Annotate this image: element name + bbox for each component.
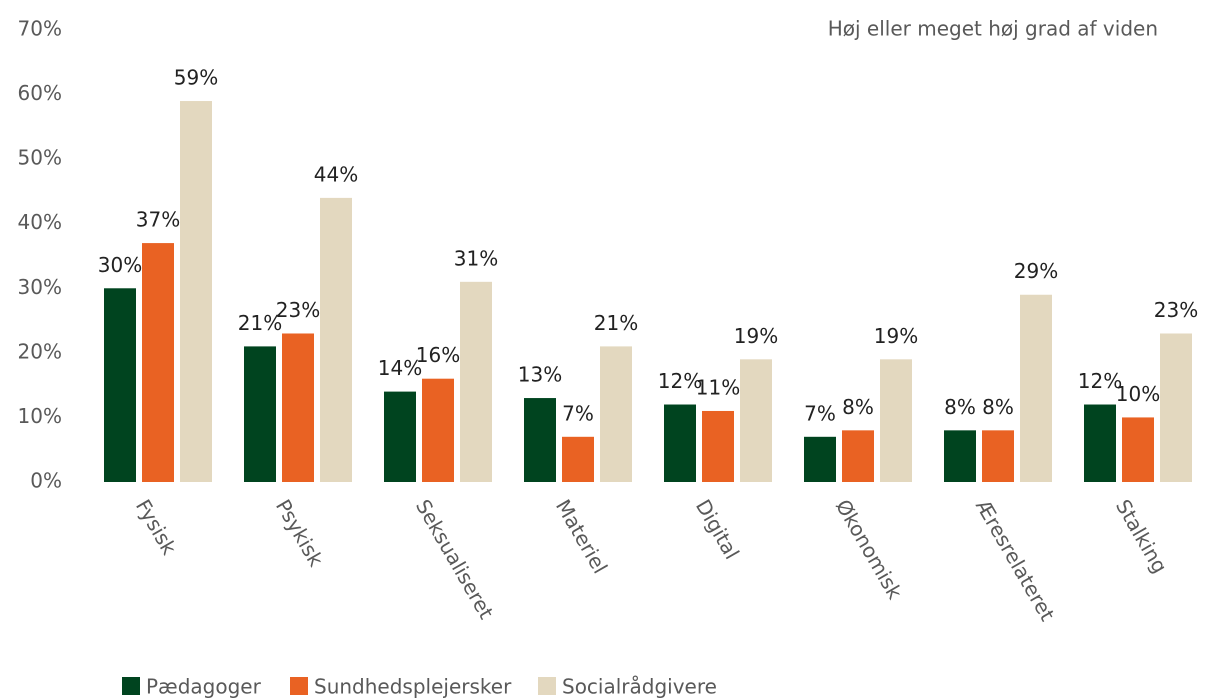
- value-label: 10%: [1116, 382, 1160, 406]
- bar: [524, 398, 556, 482]
- value-label: 12%: [1078, 369, 1122, 393]
- bar: [880, 359, 912, 482]
- bar: [384, 391, 416, 482]
- x-tick-label: Digital: [691, 495, 744, 563]
- value-label: 7%: [804, 401, 836, 425]
- bar: [142, 243, 174, 482]
- bar: [104, 288, 136, 482]
- y-tick-label: 30%: [18, 275, 62, 299]
- value-label: 59%: [174, 66, 218, 90]
- value-label: 12%: [658, 369, 702, 393]
- bar: [1020, 294, 1052, 482]
- bar: [664, 404, 696, 482]
- bar: [944, 430, 976, 482]
- bar: [422, 378, 454, 482]
- x-tick-label: Fysisk: [131, 495, 182, 559]
- value-label: 19%: [874, 324, 918, 348]
- value-label: 31%: [454, 246, 498, 270]
- y-tick-label: 20%: [18, 339, 62, 363]
- bar: [982, 430, 1014, 482]
- bar: [180, 101, 212, 483]
- value-label: 44%: [314, 162, 358, 186]
- chart-title: Høj eller meget høj grad af viden: [828, 17, 1158, 41]
- bar: [1084, 404, 1116, 482]
- legend-label: Sundhedsplejersker: [314, 675, 512, 698]
- value-label: 23%: [1154, 298, 1198, 322]
- y-tick-label: 0%: [30, 469, 62, 493]
- value-label: 23%: [276, 298, 320, 322]
- bar: [1160, 333, 1192, 482]
- x-tick-label: Stalking: [1111, 495, 1172, 577]
- y-tick-label: 10%: [18, 404, 62, 428]
- y-tick-label: 40%: [18, 210, 62, 234]
- value-label: 13%: [518, 363, 562, 387]
- x-tick-label: Økonomisk: [831, 495, 907, 603]
- value-label: 8%: [842, 395, 874, 419]
- bar: [702, 410, 734, 482]
- y-tick-label: 70%: [18, 17, 62, 41]
- value-label: 8%: [982, 395, 1014, 419]
- value-label: 19%: [734, 324, 778, 348]
- bar: [562, 436, 594, 482]
- bar: [244, 346, 276, 482]
- value-label: 14%: [378, 356, 422, 380]
- value-label: 7%: [562, 401, 594, 425]
- value-label: 29%: [1014, 259, 1058, 283]
- value-label: 37%: [136, 208, 180, 232]
- y-tick-label: 50%: [18, 146, 62, 170]
- legend-label: Pædagoger: [146, 675, 262, 698]
- bar: [320, 197, 352, 482]
- x-tick-label: Psykisk: [271, 495, 329, 571]
- legend-swatch: [538, 677, 556, 695]
- value-label: 11%: [696, 375, 740, 399]
- x-tick-label: Materiel: [551, 495, 612, 577]
- legend-label: Socialrådgivere: [562, 675, 717, 698]
- x-tick-label: Seksualiseret: [411, 495, 499, 623]
- bar: [600, 346, 632, 482]
- legend-swatch: [290, 677, 308, 695]
- x-tick-label: Æresrelateret: [971, 495, 1060, 625]
- value-label: 16%: [416, 343, 460, 367]
- bar: [460, 281, 492, 482]
- value-label: 21%: [238, 311, 282, 335]
- y-tick-label: 60%: [18, 81, 62, 105]
- value-label: 21%: [594, 311, 638, 335]
- legend-swatch: [122, 677, 140, 695]
- bar: [804, 436, 836, 482]
- bar: [1122, 417, 1154, 482]
- value-label: 8%: [944, 395, 976, 419]
- value-label: 30%: [98, 253, 142, 277]
- bar: [740, 359, 772, 482]
- bar: [842, 430, 874, 482]
- bar: [282, 333, 314, 482]
